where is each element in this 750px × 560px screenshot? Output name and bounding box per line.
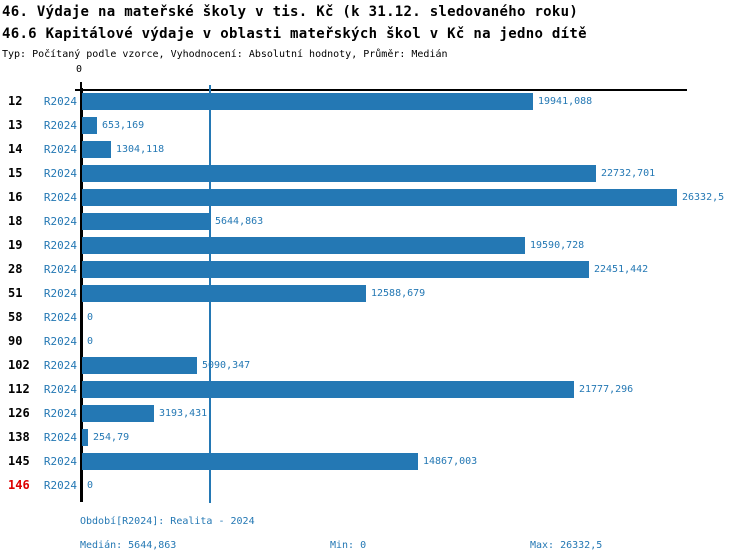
chart-row: 13 R2024 653,169 — [0, 117, 750, 134]
chart-subtitle-indicator: 46.6 Kapitálové výdaje v oblasti mateřsk… — [2, 26, 587, 42]
row-id-label: 18 — [8, 214, 23, 228]
row-id-label: 19 — [8, 238, 23, 252]
value-bar — [82, 141, 111, 158]
chart-title: 46. Výdaje na mateřské školy v tis. Kč (… — [2, 4, 579, 20]
row-id-label: 12 — [8, 94, 23, 108]
value-bar — [82, 189, 677, 206]
row-id-label: 138 — [8, 430, 30, 444]
bar-value-label: 14867,003 — [423, 456, 478, 467]
chart-row: 19 R2024 19590,728 — [0, 237, 750, 254]
row-period-label: R2024 — [43, 143, 77, 156]
bar-value-label: 5644,863 — [215, 216, 264, 227]
bar-value-label: 254,79 — [93, 432, 130, 443]
bar-value-label: 0 — [87, 480, 94, 491]
row-period-label: R2024 — [43, 191, 77, 204]
chart-row: 102 R2024 5090,347 — [0, 357, 750, 374]
value-bar — [82, 285, 366, 302]
row-period-label: R2024 — [43, 359, 77, 372]
row-period-label: R2024 — [43, 263, 77, 276]
bar-value-label: 0 — [87, 336, 94, 347]
bar-value-label: 19941,088 — [538, 96, 593, 107]
row-id-label: 13 — [8, 118, 23, 132]
chart-row: 51 R2024 12588,679 — [0, 285, 750, 302]
row-period-label: R2024 — [43, 431, 77, 444]
chart-row: 58 R2024 0 — [0, 309, 750, 326]
row-id-label: 145 — [8, 454, 30, 468]
row-period-label: R2024 — [43, 479, 77, 492]
row-period-label: R2024 — [43, 95, 77, 108]
axis-vertical-line — [80, 88, 83, 502]
chart-row: 146 R2024 0 — [0, 477, 750, 494]
bar-value-label: 0 — [87, 312, 94, 323]
row-period-label: R2024 — [43, 119, 77, 132]
value-bar — [82, 381, 574, 398]
row-id-label: 14 — [8, 142, 23, 156]
chart-row: 28 R2024 22451,442 — [0, 261, 750, 278]
row-period-label: R2024 — [43, 167, 77, 180]
value-bar — [82, 357, 197, 374]
bar-value-label: 5090,347 — [202, 360, 251, 371]
chart-row: 18 R2024 5644,863 — [0, 213, 750, 230]
row-id-label: 15 — [8, 166, 23, 180]
chart-row: 138 R2024 254,79 — [0, 429, 750, 446]
value-bar — [82, 213, 210, 230]
chart-evaluation-note: Typ: Počítaný podle vzorce, Vyhodnocení:… — [2, 49, 448, 60]
row-id-label: 146 — [8, 478, 30, 492]
bar-value-label: 22732,701 — [601, 168, 656, 179]
footer-median-stat: Medián: 5644,863 — [80, 540, 177, 551]
axis-zero-tick — [80, 82, 82, 90]
value-bar — [82, 405, 154, 422]
row-id-label: 126 — [8, 406, 30, 420]
bar-value-label: 21777,296 — [579, 384, 634, 395]
bar-value-label: 22451,442 — [594, 264, 649, 275]
footer-period-label: Období[R2024]: Realita - 2024 — [80, 516, 255, 527]
footer-max-stat: Max: 26332,5 — [530, 540, 603, 551]
value-bar — [82, 117, 97, 134]
value-bar — [82, 93, 533, 110]
chart-row: 90 R2024 0 — [0, 333, 750, 350]
row-period-label: R2024 — [43, 455, 77, 468]
chart-row: 14 R2024 1304,118 — [0, 141, 750, 158]
row-period-label: R2024 — [43, 407, 77, 420]
row-id-label: 58 — [8, 310, 23, 324]
bar-value-label: 1304,118 — [116, 144, 165, 155]
row-period-label: R2024 — [43, 383, 77, 396]
bar-value-label: 653,169 — [102, 120, 145, 131]
bar-value-label: 26332,5 — [682, 192, 725, 203]
row-period-label: R2024 — [43, 215, 77, 228]
value-bar — [82, 237, 525, 254]
chart-row: 126 R2024 3193,431 — [0, 405, 750, 422]
chart-row: 112 R2024 21777,296 — [0, 381, 750, 398]
bar-value-label: 19590,728 — [530, 240, 585, 251]
row-period-label: R2024 — [43, 335, 77, 348]
row-id-label: 90 — [8, 334, 23, 348]
row-period-label: R2024 — [43, 311, 77, 324]
axis-zero-label: 0 — [76, 64, 83, 75]
row-id-label: 112 — [8, 382, 30, 396]
row-id-label: 102 — [8, 358, 30, 372]
axis-top-line — [75, 89, 687, 91]
chart-row: 15 R2024 22732,701 — [0, 165, 750, 182]
bar-value-label: 3193,431 — [159, 408, 208, 419]
bar-value-label: 12588,679 — [371, 288, 426, 299]
value-bar — [82, 165, 596, 182]
row-id-label: 51 — [8, 286, 23, 300]
row-period-label: R2024 — [43, 287, 77, 300]
value-bar — [82, 261, 589, 278]
value-bar — [82, 453, 418, 470]
value-bar — [82, 429, 88, 446]
footer-min-stat: Min: 0 — [330, 540, 367, 551]
row-id-label: 28 — [8, 262, 23, 276]
row-id-label: 16 — [8, 190, 23, 204]
chart-row: 12 R2024 19941,088 — [0, 93, 750, 110]
row-period-label: R2024 — [43, 239, 77, 252]
chart-row: 145 R2024 14867,003 — [0, 453, 750, 470]
chart-row: 16 R2024 26332,5 — [0, 189, 750, 206]
